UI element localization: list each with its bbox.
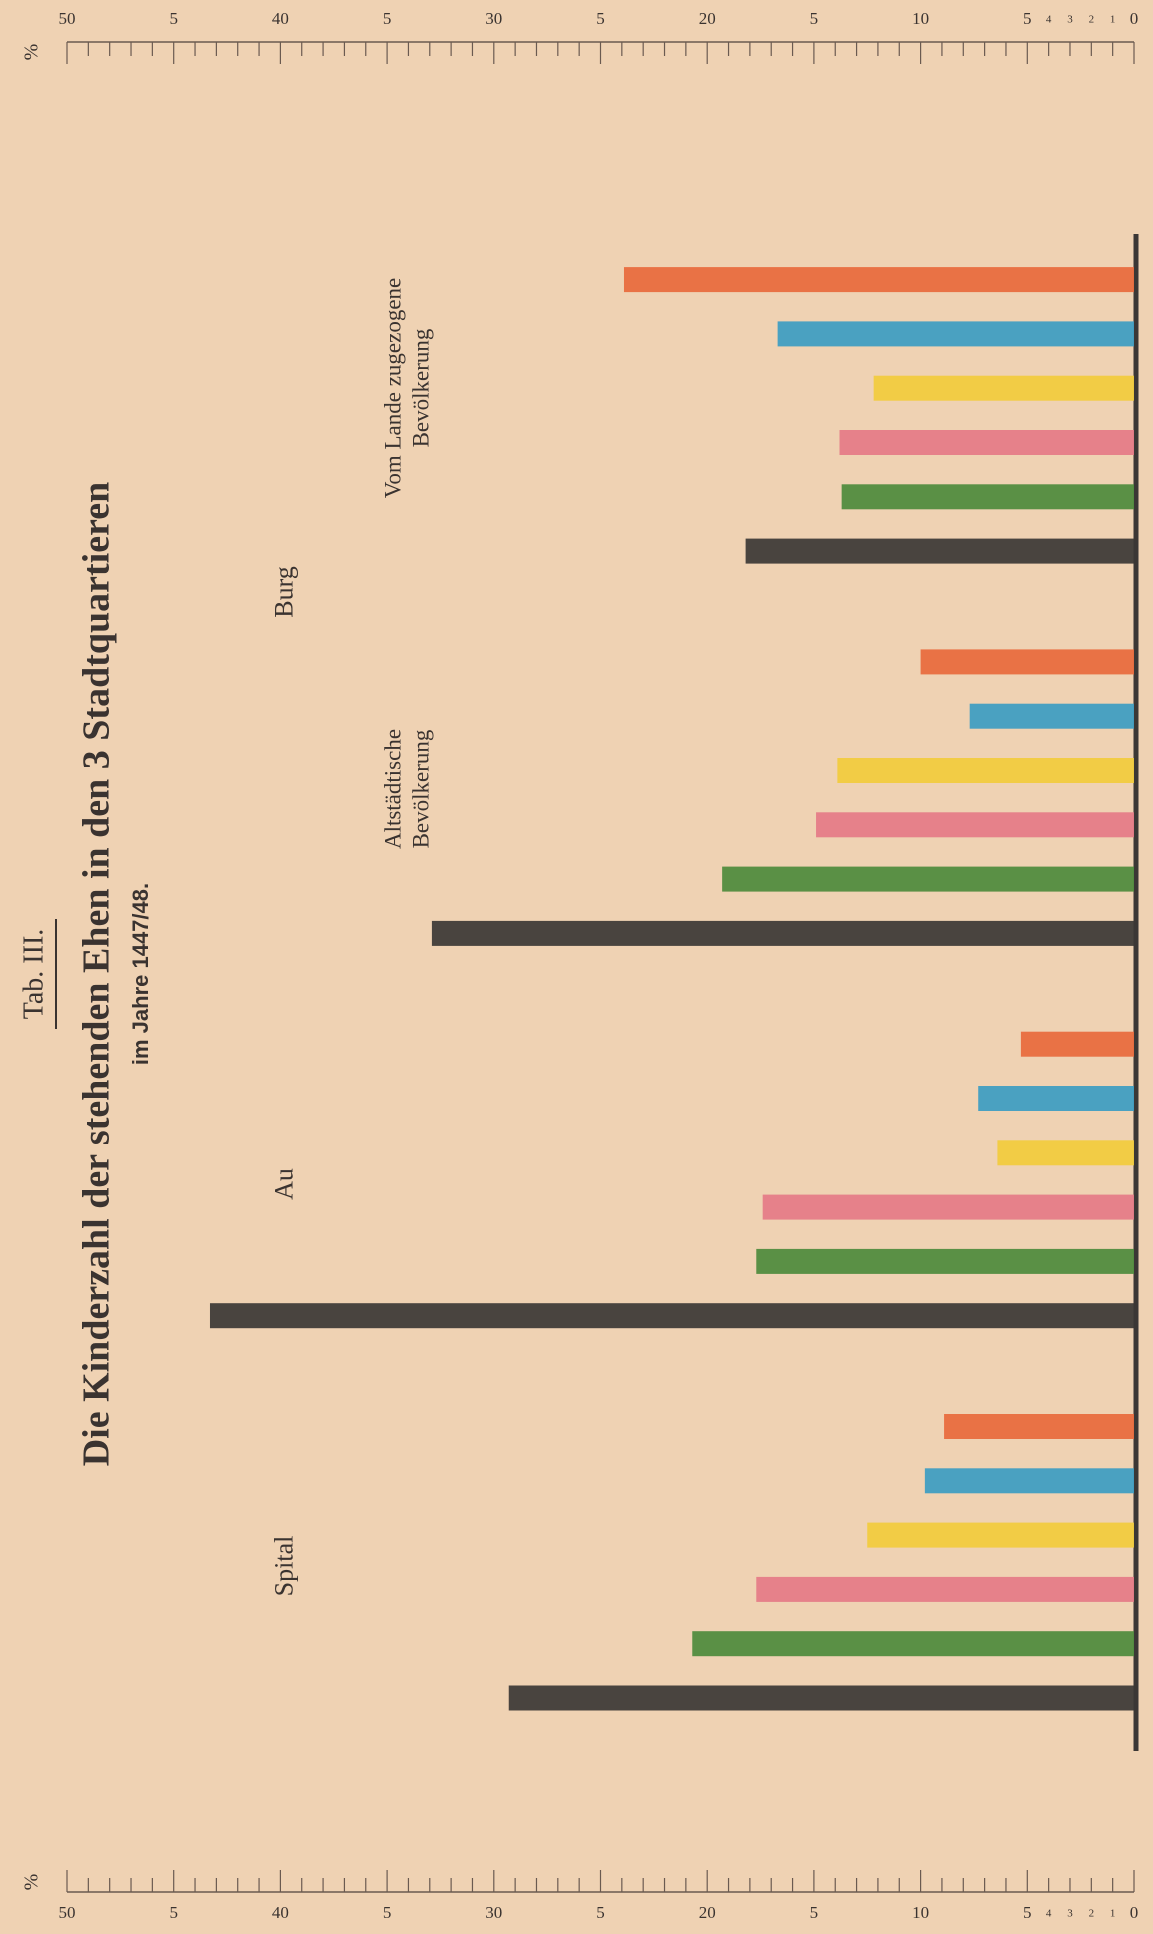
y-tick-label: 30 <box>485 9 502 28</box>
chart-title: Die Kinderzahl der stehenden Ehen in den… <box>76 482 118 1467</box>
bar <box>692 1631 1135 1657</box>
bar <box>431 920 1134 946</box>
y-tick-label: 5 <box>810 1903 819 1922</box>
bar <box>209 1303 1134 1329</box>
bar <box>969 703 1134 729</box>
category-label: Au <box>269 1168 299 1200</box>
y-tick-label: 5 <box>1023 1903 1032 1922</box>
scale-unit: % <box>21 44 43 61</box>
category-label: Altstädtische Bevölkerung <box>380 728 433 850</box>
y-tick-label: 40 <box>272 1903 289 1922</box>
bar <box>873 375 1134 401</box>
y-tick-label: 5 <box>596 1903 605 1922</box>
bar <box>920 649 1134 675</box>
scale-unit: % <box>21 1874 43 1891</box>
table-number: Tab. III. <box>18 929 49 1020</box>
category-label: Vom Lande zugezogene Bevölkerung <box>380 277 433 499</box>
bar <box>837 758 1135 783</box>
y-tick-label: 20 <box>699 9 716 28</box>
y-tick-label: 1 <box>1110 14 1116 26</box>
y-tick-label: 10 <box>912 1903 929 1922</box>
y-tick-label: 2 <box>1089 14 1095 26</box>
bar <box>997 1140 1135 1166</box>
y-tick-label: 0 <box>1130 9 1139 28</box>
y-tick-label: 30 <box>485 1903 502 1922</box>
y-tick-label: 1 <box>1110 1908 1116 1920</box>
y-tick-label: 50 <box>59 9 76 28</box>
bar <box>924 1468 1134 1494</box>
bar <box>762 1194 1135 1220</box>
bar <box>623 267 1134 293</box>
y-tick-label: 2 <box>1089 1908 1095 1920</box>
y-tick-label: 3 <box>1067 1908 1073 1920</box>
y-tick-label: 20 <box>699 1903 716 1922</box>
y-tick-label: 50 <box>59 1903 76 1922</box>
y-tick-label: 5 <box>169 9 178 28</box>
y-tick-label: 5 <box>383 9 392 28</box>
category-label: Spital <box>269 1535 299 1597</box>
bar <box>777 321 1134 347</box>
y-tick-label: 5 <box>596 9 605 28</box>
y-tick-label: 5 <box>1023 9 1032 28</box>
bar <box>841 484 1135 510</box>
bar <box>756 1248 1134 1274</box>
bar <box>816 812 1134 838</box>
y-tick-label: 4 <box>1046 14 1052 26</box>
y-tick-label: 5 <box>169 1903 178 1922</box>
bar <box>839 430 1134 455</box>
bar <box>867 1522 1134 1548</box>
chart-subtitle: im Jahre 1447/48. <box>128 883 153 1065</box>
y-tick-label: 10 <box>912 9 929 28</box>
y-tick-label: 5 <box>383 1903 392 1922</box>
bar <box>722 866 1134 892</box>
quarter-label: Burg <box>269 566 299 618</box>
bar <box>978 1086 1135 1111</box>
bar <box>1020 1031 1135 1057</box>
y-tick-label: 3 <box>1067 14 1073 26</box>
bar <box>756 1576 1134 1602</box>
y-tick-label: 4 <box>1046 1908 1052 1920</box>
bar <box>745 538 1134 564</box>
y-tick-label: 0 <box>1130 1903 1139 1922</box>
bar <box>508 1685 1135 1711</box>
y-tick-label: 40 <box>272 9 289 28</box>
y-tick-label: 5 <box>810 9 819 28</box>
bar <box>944 1414 1134 1439</box>
